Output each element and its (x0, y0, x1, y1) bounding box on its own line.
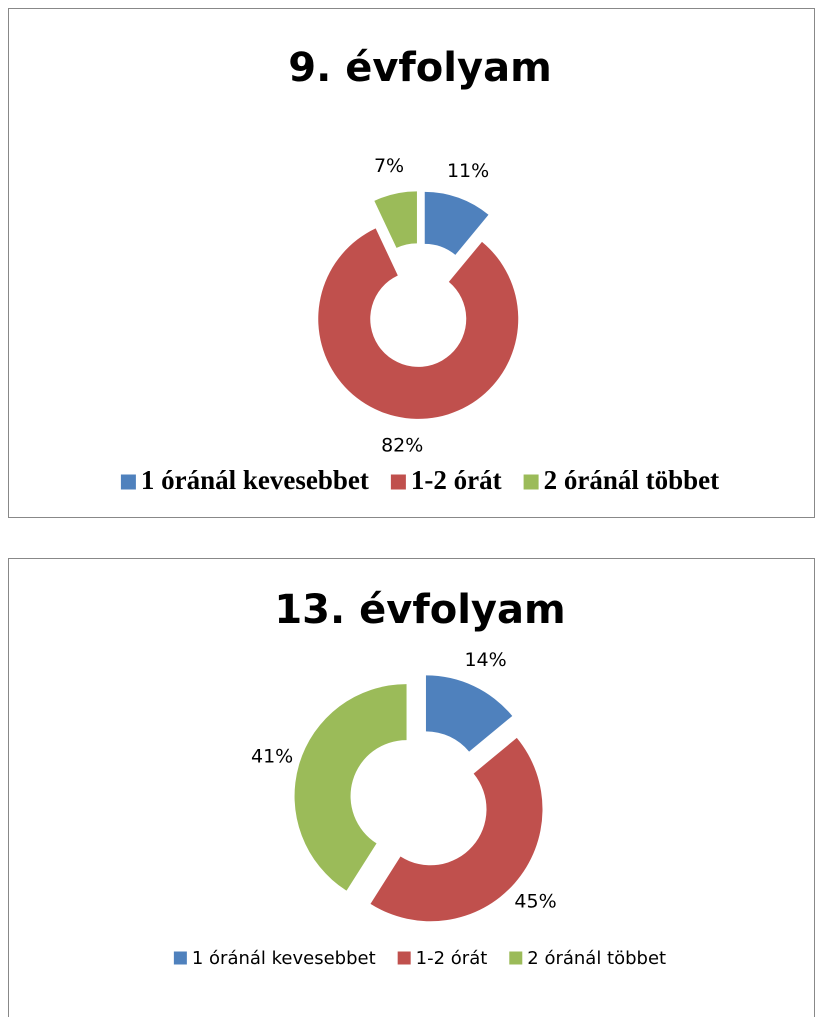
legend-swatch (120, 474, 136, 490)
donut-slice (318, 228, 519, 419)
data-label: 45% (514, 890, 556, 912)
donut-slice (424, 191, 489, 255)
chart-title: 13. évfolyam (274, 587, 565, 633)
legend-swatch (509, 951, 523, 965)
data-label: 41% (251, 746, 293, 768)
data-label: 14% (464, 649, 506, 671)
chart-title: 9. évfolyam (288, 45, 552, 91)
legend-label: 2 óránál többet (544, 465, 720, 495)
donut-slice (370, 737, 543, 922)
donut-slice (374, 191, 417, 248)
legend-swatch (397, 951, 411, 965)
donut-slice (294, 684, 407, 891)
legend-label: 1 óránál kevesebbet (192, 948, 376, 969)
data-label: 11% (447, 160, 489, 182)
chart-frame (8, 8, 815, 518)
legend-label: 1 óránál kevesebbet (141, 465, 369, 495)
legend-label: 1-2 órát (411, 465, 502, 495)
legend-swatch (173, 951, 187, 965)
legend-label: 2 óránál többet (527, 948, 666, 969)
legend-swatch (523, 474, 539, 490)
legend-label: 1-2 órát (416, 948, 488, 969)
donut-slice (425, 675, 513, 752)
data-label: 82% (381, 434, 423, 456)
legend-swatch (390, 474, 406, 490)
data-label: 7% (374, 155, 404, 177)
chart-frame (8, 558, 815, 1017)
